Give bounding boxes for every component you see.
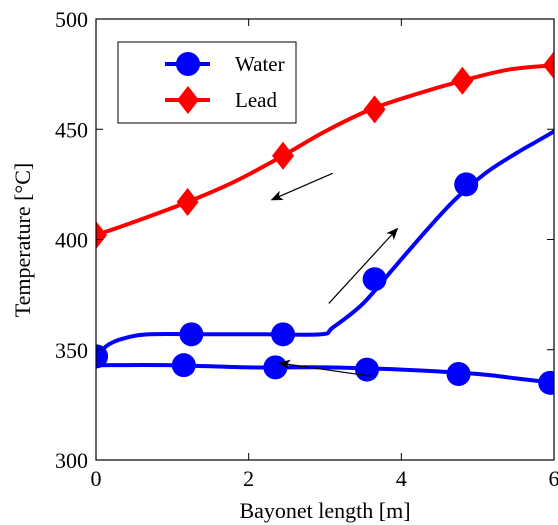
y-tick-label: 300 bbox=[55, 448, 88, 473]
y-axis-title: Temperature [°C] bbox=[10, 163, 35, 317]
flow-direction-arrow bbox=[270, 172, 333, 201]
series-2-series-line bbox=[96, 363, 554, 385]
series-2-data-point bbox=[96, 344, 108, 369]
legend-box bbox=[117, 41, 297, 124]
y-tick-label: 400 bbox=[55, 228, 88, 253]
series-2-data-point bbox=[171, 353, 196, 378]
x-tick-label: 6 bbox=[549, 466, 558, 491]
series-2-data-point bbox=[538, 370, 554, 395]
lead-data-point bbox=[543, 51, 554, 80]
series-2-data-point bbox=[354, 357, 379, 382]
lead-data-point bbox=[176, 188, 199, 217]
lead-data-point bbox=[96, 221, 107, 250]
water-data-point bbox=[362, 267, 387, 292]
water-data-point bbox=[454, 172, 479, 197]
lead-data-point bbox=[272, 141, 295, 170]
legend-lead-marker bbox=[177, 86, 199, 114]
y-tick-label: 350 bbox=[55, 338, 88, 363]
tick-layer: 0 2 4 6 300 350 400 450 500 bbox=[55, 7, 558, 491]
x-tick-label: 4 bbox=[396, 466, 407, 491]
flow-direction-arrow bbox=[278, 359, 371, 377]
series-2-data-point bbox=[263, 355, 288, 380]
legend-water-marker bbox=[176, 52, 200, 76]
annotation-layer bbox=[270, 172, 399, 377]
lead-data-point bbox=[363, 95, 386, 124]
legend-lead-label: Lead bbox=[235, 88, 277, 112]
series-2-data-point bbox=[446, 362, 471, 387]
plot-area bbox=[96, 51, 554, 395]
water-series-line bbox=[96, 129, 554, 359]
lead-series-line bbox=[96, 63, 554, 238]
x-tick-label: 2 bbox=[243, 466, 254, 491]
legend: Water Lead bbox=[117, 41, 297, 124]
lead-data-point bbox=[451, 66, 474, 95]
water-data-point bbox=[271, 322, 296, 347]
legend-water-label: Water bbox=[235, 52, 285, 76]
y-tick-label: 500 bbox=[55, 7, 88, 32]
x-axis-title: Bayonet length [m] bbox=[239, 498, 410, 523]
x-tick-label: 0 bbox=[91, 466, 102, 491]
y-tick-label: 450 bbox=[55, 117, 88, 142]
series-layer bbox=[96, 51, 554, 395]
flow-direction-arrow bbox=[328, 227, 399, 304]
water-data-point bbox=[179, 322, 204, 347]
